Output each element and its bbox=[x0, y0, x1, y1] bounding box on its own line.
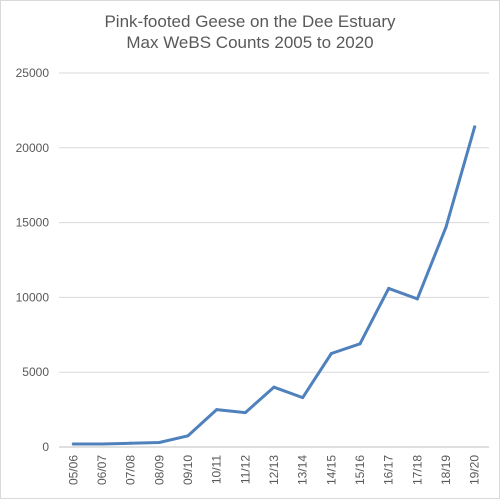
data-point bbox=[215, 408, 219, 412]
y-axis-tick-labels: 0 5000 10000 15000 20000 25000 bbox=[16, 66, 50, 454]
data-point bbox=[387, 286, 391, 290]
x-axis-tick-labels: 05/06 06/07 07/08 08/09 09/10 10/11 11/12 12/13… bbox=[66, 455, 481, 485]
x-tick-label: 14/15 bbox=[324, 455, 338, 485]
data-point bbox=[415, 297, 419, 301]
y-tick-label: 10000 bbox=[16, 290, 50, 304]
x-tick-label: 17/18 bbox=[410, 455, 424, 485]
x-tick-label: 09/10 bbox=[181, 455, 195, 485]
x-tick-label: 18/19 bbox=[439, 455, 453, 485]
series-layer bbox=[71, 125, 477, 446]
data-point bbox=[71, 442, 75, 446]
series-line bbox=[71, 125, 477, 446]
x-tick-label: 15/16 bbox=[353, 455, 367, 485]
y-tick-label: 15000 bbox=[16, 216, 50, 230]
chart-title-block: Pink-footed Geese on the Dee Estuary Max… bbox=[1, 11, 499, 53]
data-point bbox=[243, 411, 247, 415]
y-tick-label: 25000 bbox=[16, 66, 50, 80]
data-point bbox=[129, 441, 133, 445]
data-point bbox=[444, 225, 448, 229]
x-tick-label: 10/11 bbox=[210, 455, 224, 484]
y-tick-label: 20000 bbox=[16, 141, 50, 155]
gridlines bbox=[59, 72, 489, 373]
x-tick-label: 12/13 bbox=[267, 455, 281, 485]
data-point bbox=[100, 442, 104, 446]
x-tick-label: 07/08 bbox=[124, 455, 138, 485]
x-tick-label: 05/06 bbox=[66, 455, 80, 485]
data-point bbox=[186, 434, 190, 438]
y-tick-label: 0 bbox=[42, 440, 49, 454]
chart-title: Pink-footed Geese on the Dee Estuary bbox=[104, 12, 396, 31]
data-point bbox=[301, 396, 305, 400]
chart-subtitle: Max WeBS Counts 2005 to 2020 bbox=[126, 33, 374, 52]
data-point bbox=[473, 125, 477, 129]
x-tick-label: 13/14 bbox=[296, 455, 310, 485]
x-tick-label: 11/12 bbox=[238, 455, 252, 484]
x-tick-label: 06/07 bbox=[95, 455, 109, 485]
y-tick-label: 5000 bbox=[22, 365, 49, 379]
x-tick-label: 19/20 bbox=[468, 455, 482, 485]
data-point bbox=[329, 352, 333, 355]
x-tick-label: 16/17 bbox=[382, 455, 396, 485]
x-tick-label: 08/09 bbox=[152, 455, 166, 485]
data-point bbox=[157, 441, 161, 445]
data-point bbox=[358, 342, 362, 346]
data-point bbox=[272, 385, 276, 389]
